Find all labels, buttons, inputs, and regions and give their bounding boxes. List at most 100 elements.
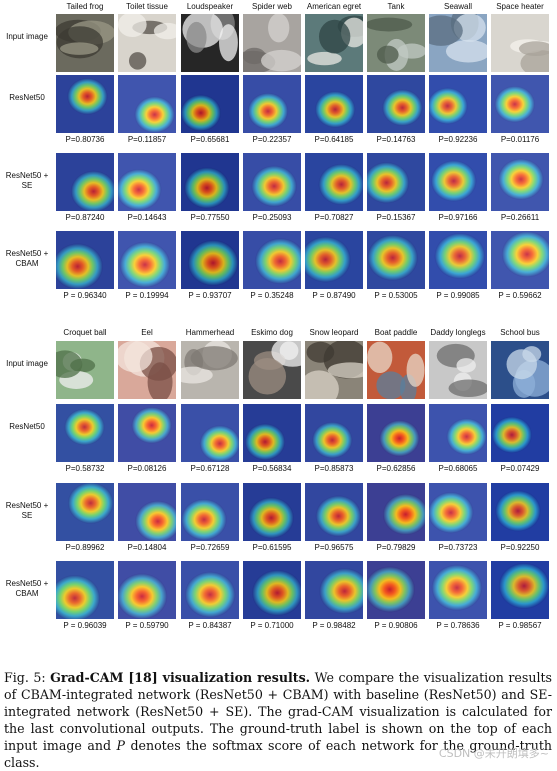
softmax-score: P=0.14804 <box>127 543 167 552</box>
gradcam-heatmap <box>118 404 176 462</box>
column-header: Spider web <box>251 2 293 11</box>
softmax-score: P=0.70827 <box>314 213 354 222</box>
softmax-score: P=0.79829 <box>376 543 416 552</box>
row-label: ResNet50 + SE <box>5 501 49 520</box>
column-header: School bus <box>500 328 540 337</box>
gradcam-heatmap <box>429 153 487 211</box>
softmax-score: P=0.89962 <box>65 543 105 552</box>
input-image <box>56 14 114 72</box>
gradcam-heatmap <box>491 561 549 619</box>
gradcam-heatmap <box>118 483 176 541</box>
row-label: Input image <box>6 32 48 41</box>
gradcam-heatmap <box>367 483 425 541</box>
softmax-score: P=0.72659 <box>190 543 230 552</box>
column-header: Toilet tissue <box>126 2 168 11</box>
input-image <box>243 341 301 399</box>
softmax-score: P=0.64185 <box>314 135 354 144</box>
figure-caption: Fig. 5: Grad-CAM [18] visualization resu… <box>4 669 552 771</box>
caption-body-1: We compare the visualization results of … <box>4 669 553 753</box>
softmax-score: P=0.77550 <box>190 213 230 222</box>
softmax-score: P=0.73723 <box>438 543 478 552</box>
row-label: ResNet50 <box>9 93 45 102</box>
softmax-score: P = 0.96340 <box>63 291 107 300</box>
gradcam-heatmap <box>181 561 239 619</box>
row-label: ResNet50 + SE <box>5 171 49 190</box>
softmax-score: P=0.56834 <box>252 464 292 473</box>
watermark: CSDN @未开朗填多~ <box>438 747 549 760</box>
input-image <box>305 14 363 72</box>
input-image <box>367 341 425 399</box>
softmax-score: P=0.65681 <box>190 135 230 144</box>
softmax-score: P = 0.59662 <box>498 291 542 300</box>
row-label: ResNet50 + CBAM <box>5 249 49 268</box>
column-header: Seawall <box>443 2 472 11</box>
gradcam-heatmap <box>429 561 487 619</box>
softmax-score: P = 0.87490 <box>312 291 356 300</box>
gradcam-heatmap <box>429 75 487 133</box>
softmax-score: P=0.62856 <box>376 464 416 473</box>
softmax-score: P=0.80736 <box>65 135 105 144</box>
gradcam-heatmap <box>243 404 301 462</box>
gradcam-heatmap <box>429 231 487 289</box>
softmax-score: P=0.25093 <box>252 213 292 222</box>
gradcam-heatmap <box>118 75 176 133</box>
softmax-score: P = 0.98567 <box>498 621 542 630</box>
softmax-score: P=0.97166 <box>438 213 478 222</box>
gradcam-heatmap <box>181 75 239 133</box>
gradcam-heatmap <box>305 404 363 462</box>
caption-title: Grad-CAM [18] visualization results. <box>50 669 311 685</box>
gradcam-heatmap <box>491 231 549 289</box>
softmax-score: P = 0.90806 <box>374 621 418 630</box>
gradcam-heatmap <box>491 404 549 462</box>
gradcam-heatmap <box>305 153 363 211</box>
input-image <box>181 341 239 399</box>
gradcam-heatmap <box>367 231 425 289</box>
softmax-score: P=0.61595 <box>252 543 292 552</box>
gradcam-heatmap <box>491 153 549 211</box>
gradcam-heatmap <box>367 75 425 133</box>
input-image <box>491 341 549 399</box>
input-image <box>243 14 301 72</box>
softmax-score: P = 0.98482 <box>312 621 356 630</box>
gradcam-heatmap <box>429 483 487 541</box>
gradcam-heatmap <box>367 561 425 619</box>
gradcam-heatmap <box>243 75 301 133</box>
softmax-score: P=0.67128 <box>190 464 230 473</box>
input-image <box>181 14 239 72</box>
row-label: ResNet50 <box>9 422 45 431</box>
row-label: Input image <box>6 359 48 368</box>
gradcam-heatmap <box>56 404 114 462</box>
softmax-score: P=0.08126 <box>127 464 167 473</box>
column-header: Hammerhead <box>185 328 235 337</box>
softmax-score: P = 0.71000 <box>250 621 294 630</box>
gradcam-heatmap <box>56 231 114 289</box>
input-image <box>429 341 487 399</box>
softmax-score: P = 0.35248 <box>250 291 294 300</box>
caption-symbol: P <box>116 737 125 753</box>
gradcam-heatmap <box>367 404 425 462</box>
softmax-score: P = 0.99085 <box>436 291 480 300</box>
softmax-score: P = 0.84387 <box>188 621 232 630</box>
gradcam-heatmap <box>305 561 363 619</box>
softmax-score: P = 0.96039 <box>63 621 107 630</box>
softmax-score: P=0.58732 <box>65 464 105 473</box>
column-header: Tailed frog <box>66 2 104 11</box>
gradcam-heatmap <box>491 483 549 541</box>
softmax-score: P=0.07429 <box>500 464 540 473</box>
column-header: Eskimo dog <box>251 328 293 337</box>
softmax-score: P=0.01176 <box>500 135 540 144</box>
gradcam-heatmap <box>56 75 114 133</box>
gradcam-heatmap <box>243 231 301 289</box>
softmax-score: P=0.11857 <box>127 135 167 144</box>
input-image <box>118 341 176 399</box>
softmax-score: P=0.92236 <box>438 135 478 144</box>
row-label: ResNet50 + CBAM <box>5 579 49 598</box>
gradcam-heatmap <box>181 231 239 289</box>
gradcam-heatmap <box>118 153 176 211</box>
gradcam-heatmap <box>305 483 363 541</box>
column-header: American egret <box>306 2 362 11</box>
softmax-score: P=0.14643 <box>127 213 167 222</box>
softmax-score: P=0.15367 <box>376 213 416 222</box>
gradcam-heatmap <box>243 483 301 541</box>
gradcam-heatmap <box>429 404 487 462</box>
